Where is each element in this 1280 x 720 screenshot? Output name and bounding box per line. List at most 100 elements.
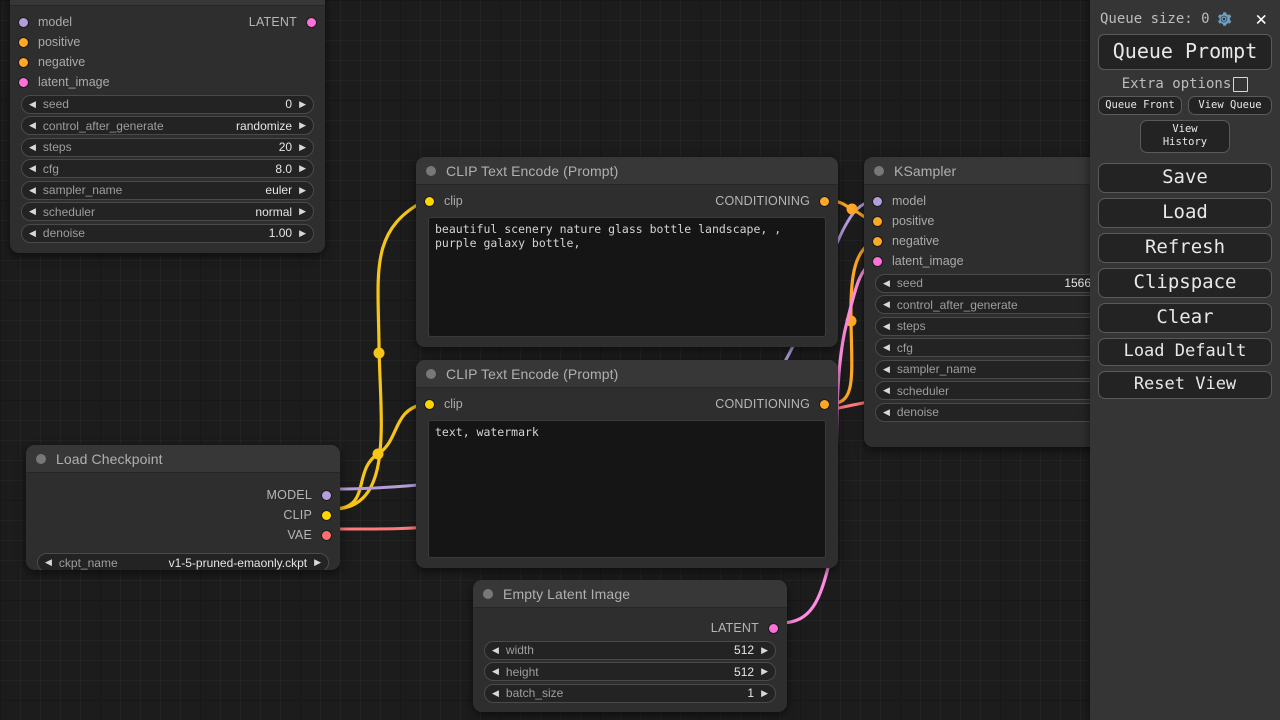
extra-options-checkbox[interactable] xyxy=(1233,76,1249,92)
decrement-icon[interactable]: ◀ xyxy=(883,342,890,352)
port-negative[interactable] xyxy=(873,236,882,246)
port-latent-image[interactable] xyxy=(873,256,882,266)
save-button[interactable]: Save xyxy=(1098,163,1272,193)
node-load-checkpoint[interactable]: Load Checkpoint MODEL CLIP VAE ◀ ckpt_na… xyxy=(26,445,340,570)
node-empty-latent-image[interactable]: Empty Latent Image LATENT ◀ width 512 ▶ … xyxy=(473,580,787,712)
increment-icon[interactable]: ▶ xyxy=(761,687,768,698)
decrement-icon[interactable]: ◀ xyxy=(29,120,36,130)
decrement-icon[interactable]: ◀ xyxy=(29,141,36,152)
increment-icon[interactable]: ▶ xyxy=(761,666,768,676)
decrement-icon[interactable]: ◀ xyxy=(883,277,890,288)
decrement-icon[interactable]: ◀ xyxy=(883,406,890,417)
widget-value[interactable]: euler xyxy=(265,183,293,197)
collapse-dot-icon[interactable] xyxy=(426,368,436,379)
reset-view-button[interactable]: Reset View xyxy=(1098,371,1272,399)
decrement-icon[interactable]: ◀ xyxy=(492,687,499,698)
port-conditioning-out[interactable] xyxy=(820,196,829,206)
decrement-icon[interactable]: ◀ xyxy=(45,557,52,567)
prompt-textarea-negative[interactable]: text, watermark xyxy=(428,420,826,558)
widget-batch-size[interactable]: ◀ batch_size 1 ▶ xyxy=(484,683,776,703)
decrement-icon[interactable]: ◀ xyxy=(29,98,36,109)
widget-value[interactable]: v1-5-pruned-emaonly.ckpt xyxy=(168,555,308,570)
increment-icon[interactable]: ▶ xyxy=(299,163,306,173)
collapse-dot-icon[interactable] xyxy=(483,588,493,599)
close-icon[interactable]: ✕ xyxy=(1255,7,1267,30)
refresh-button[interactable]: Refresh xyxy=(1098,233,1272,263)
decrement-icon[interactable]: ◀ xyxy=(883,299,890,309)
node-header[interactable]: Load Checkpoint xyxy=(26,445,340,473)
widget-value[interactable]: 512 xyxy=(734,664,755,679)
widget-value[interactable]: 1 xyxy=(747,686,755,700)
prompt-textarea-positive[interactable]: beautiful scenery nature glass bottle la… xyxy=(428,217,826,337)
port-vae-out[interactable] xyxy=(322,530,331,540)
decrement-icon[interactable]: ◀ xyxy=(29,163,36,173)
widget-value[interactable]: normal xyxy=(255,204,293,219)
decrement-icon[interactable]: ◀ xyxy=(492,666,499,676)
collapse-dot-icon[interactable] xyxy=(36,453,46,464)
load-default-button[interactable]: Load Default xyxy=(1098,338,1272,366)
increment-icon[interactable]: ▶ xyxy=(761,644,768,655)
port-model-out[interactable] xyxy=(322,490,331,500)
widget-denoise[interactable]: ◀ denoise 1.00 ▶ xyxy=(21,223,314,243)
node-ksampler-left[interactable]: KSampler model LATENT positive negative … xyxy=(10,0,325,253)
view-queue-button[interactable]: View Queue xyxy=(1188,96,1272,115)
widget-width[interactable]: ◀ width 512 ▶ xyxy=(484,640,776,660)
port-clip-out[interactable] xyxy=(322,510,331,520)
widget-value[interactable]: 512 xyxy=(734,643,755,657)
port-model[interactable] xyxy=(873,196,882,206)
widget-value[interactable]: 20 xyxy=(278,140,293,154)
increment-icon[interactable]: ▶ xyxy=(299,141,306,152)
view-history-button[interactable]: View History xyxy=(1140,120,1230,153)
decrement-icon[interactable]: ◀ xyxy=(492,644,499,655)
clipspace-button[interactable]: Clipspace xyxy=(1098,268,1272,298)
port-latent-out[interactable] xyxy=(307,17,316,27)
decrement-icon[interactable]: ◀ xyxy=(29,227,36,238)
queue-prompt-button[interactable]: Queue Prompt xyxy=(1098,34,1272,70)
widget-height[interactable]: ◀ height 512 ▶ xyxy=(484,662,776,681)
increment-icon[interactable]: ▶ xyxy=(299,98,306,109)
widget-control-after-generate[interactable]: ◀ control_after_generate randomize ▶ xyxy=(21,116,314,135)
increment-icon[interactable]: ▶ xyxy=(299,227,306,238)
decrement-icon[interactable]: ◀ xyxy=(29,206,36,216)
increment-icon[interactable]: ▶ xyxy=(299,184,306,195)
node-header[interactable]: KSampler xyxy=(10,0,325,6)
widget-steps[interactable]: ◀ steps 20 ▶ xyxy=(21,137,314,157)
widget-value[interactable]: 0 xyxy=(285,97,293,111)
widget-steps[interactable]: ◀ steps ▶ xyxy=(875,316,1153,336)
queue-front-button[interactable]: Queue Front xyxy=(1098,96,1182,115)
widget-value[interactable]: 1.00 xyxy=(268,226,293,240)
port-positive[interactable] xyxy=(873,216,882,226)
port-latent-image[interactable] xyxy=(19,77,28,87)
increment-icon[interactable]: ▶ xyxy=(299,120,306,130)
widget-ckpt-name[interactable]: ◀ ckpt_name v1-5-pruned-emaonly.ckpt ▶ xyxy=(37,553,329,570)
widget-cfg[interactable]: ◀ cfg 8.0 ▶ xyxy=(21,159,314,178)
node-clip-text-encode-negative[interactable]: CLIP Text Encode (Prompt) clip CONDITION… xyxy=(416,360,838,568)
increment-icon[interactable]: ▶ xyxy=(314,557,321,567)
widget-sampler-name[interactable]: ◀ sampler_name ▶ xyxy=(875,359,1153,379)
collapse-dot-icon[interactable] xyxy=(874,165,884,176)
decrement-icon[interactable]: ◀ xyxy=(883,320,890,331)
clear-button[interactable]: Clear xyxy=(1098,303,1272,333)
decrement-icon[interactable]: ◀ xyxy=(883,385,890,395)
collapse-dot-icon[interactable] xyxy=(426,165,436,176)
extra-options-row[interactable]: Extra options xyxy=(1098,76,1272,92)
node-header[interactable]: CLIP Text Encode (Prompt) xyxy=(416,360,838,388)
node-header[interactable]: Empty Latent Image xyxy=(473,580,787,608)
widget-value[interactable]: randomize xyxy=(236,118,293,133)
gear-icon[interactable] xyxy=(1215,10,1233,28)
node-header[interactable]: CLIP Text Encode (Prompt) xyxy=(416,157,838,185)
port-conditioning-out[interactable] xyxy=(820,399,829,409)
increment-icon[interactable]: ▶ xyxy=(299,206,306,216)
port-latent-out[interactable] xyxy=(769,623,778,633)
load-button[interactable]: Load xyxy=(1098,198,1272,228)
port-negative[interactable] xyxy=(19,57,28,67)
widget-value[interactable]: 8.0 xyxy=(275,161,293,176)
port-model[interactable] xyxy=(19,17,28,27)
decrement-icon[interactable]: ◀ xyxy=(29,184,36,195)
port-clip-in[interactable] xyxy=(425,196,434,206)
node-clip-text-encode-positive[interactable]: CLIP Text Encode (Prompt) clip CONDITION… xyxy=(416,157,838,347)
decrement-icon[interactable]: ◀ xyxy=(883,363,890,374)
widget-seed[interactable]: ◀ seed 0 ▶ xyxy=(21,94,314,114)
widget-sampler-name[interactable]: ◀ sampler_name euler ▶ xyxy=(21,180,314,200)
widget-scheduler[interactable]: ◀ scheduler normal ▶ xyxy=(21,202,314,221)
